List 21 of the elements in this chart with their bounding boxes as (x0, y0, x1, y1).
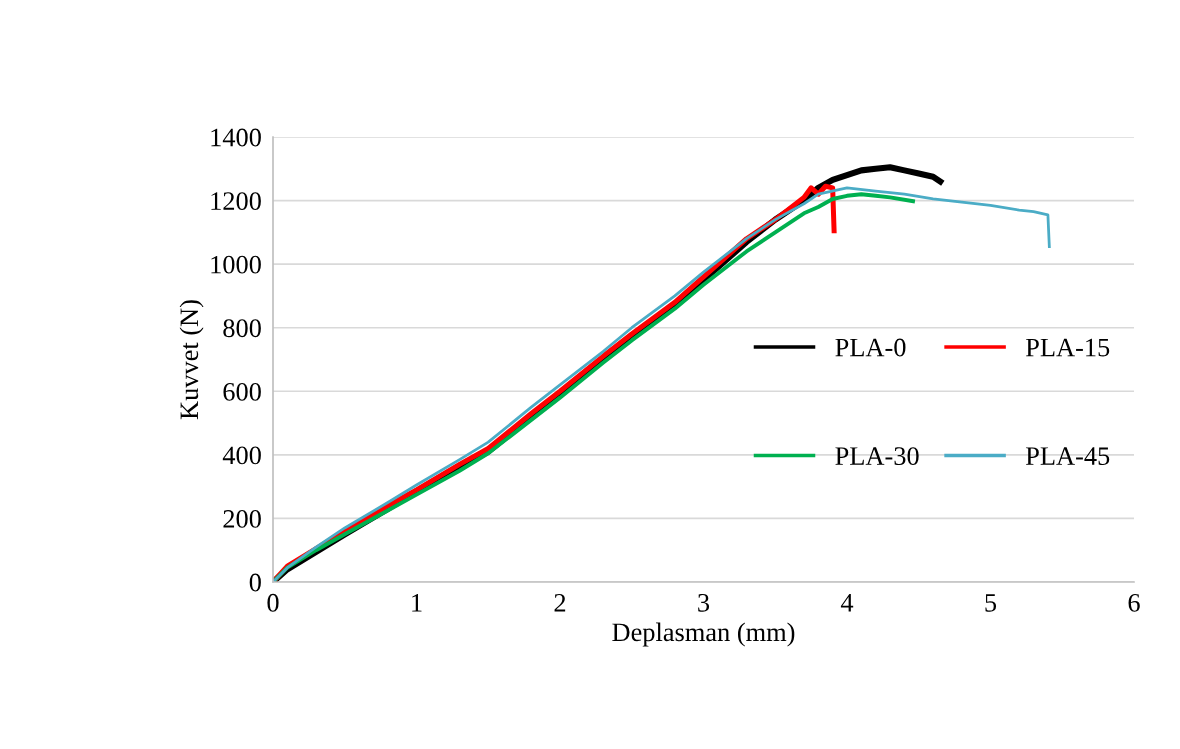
legend-label: PLA-45 (1025, 447, 1110, 465)
x-tick-label: 4 (840, 594, 854, 612)
y-tick-label: 800 (223, 319, 261, 338)
y-tick-label: 400 (222, 446, 261, 465)
y-axis-title: Kuvvet (N) (179, 300, 204, 420)
legend-label: PLA-30 (835, 447, 919, 465)
x-tick-label: 1 (412, 594, 422, 612)
x-tick-label: 6 (1128, 593, 1140, 612)
y-tick-label: 1000 (211, 255, 261, 274)
x-tick-label: 0 (267, 593, 279, 612)
legend-label: PLA-0 (835, 338, 906, 357)
x-tick-label: 3 (698, 593, 710, 612)
x-tick-label: 2 (554, 593, 566, 612)
y-tick-label: 200 (223, 510, 261, 528)
x-axis-title: Deplasman (mm) (612, 622, 795, 647)
y-tick-label: 600 (223, 382, 261, 401)
y-tick-label: 1400 (211, 128, 261, 147)
y-tick-label: 0 (249, 573, 261, 592)
legend-label: PLA-15 (1025, 338, 1110, 357)
y-tick-label: 1200 (211, 192, 261, 210)
x-tick-label: 5 (985, 594, 997, 612)
